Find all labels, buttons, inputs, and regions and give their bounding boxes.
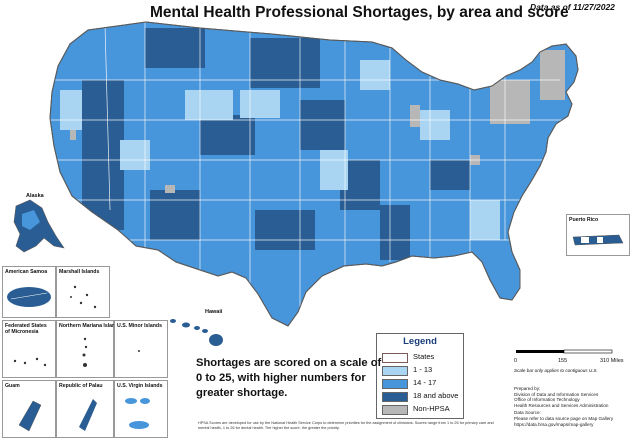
data-source-text: Please refer to data source page on Map … xyxy=(514,415,614,421)
virgin-islands-inset: U.S. Virgin Islands xyxy=(114,380,168,438)
map-region-dark xyxy=(150,190,200,240)
legend-swatch-states xyxy=(382,353,408,363)
legend-swatch-tier1 xyxy=(382,366,408,376)
hpsa-footnote: HPSA Scores are developed for use by the… xyxy=(198,421,494,430)
legend-label-tier3: 18 and above xyxy=(413,391,459,400)
map-region-dark xyxy=(255,210,315,250)
map-region-dark xyxy=(200,115,255,155)
map-region-non-hpsa xyxy=(70,130,76,140)
data-source-heading: Data Source: xyxy=(514,410,541,416)
data-date-note: Data as of 11/27/2022 xyxy=(530,2,615,12)
map-region-light xyxy=(470,200,500,240)
credits-line2: Office of Information Technology xyxy=(514,397,580,403)
legend-label-tier1: 1 - 13 xyxy=(413,365,433,374)
map-region-light xyxy=(185,90,233,120)
minor-islands-label: U.S. Minor Islands xyxy=(117,323,162,329)
map-title: Mental Health Professional Shortages, by… xyxy=(150,4,569,21)
legend-label-tier2: 14 - 17 xyxy=(413,378,437,387)
marshall-islands-label: Marshall Islands xyxy=(59,269,100,275)
score-note: Shortages are scored on a scale of 0 to … xyxy=(196,357,382,399)
map-region-light xyxy=(420,110,450,140)
map-region-non-hpsa xyxy=(410,105,420,127)
map-region-non-hpsa xyxy=(490,80,530,124)
legend-swatch-non-hpsa xyxy=(382,405,408,415)
map-region-non-hpsa xyxy=(165,185,175,193)
scale-tick-310: 310 Miles xyxy=(600,358,624,364)
alaska-label: Alaska xyxy=(26,193,44,199)
map-region-dark xyxy=(145,28,205,68)
guam-inset: Guam xyxy=(2,380,56,438)
prepared-by: Prepared by: xyxy=(514,386,541,391)
virgin-islands-label: U.S. Virgin Islands xyxy=(117,383,163,389)
legend-swatch-tier2 xyxy=(382,379,408,389)
palau-label: Republic of Palau xyxy=(59,383,103,389)
northern-mariana-inset: Northern Mariana Islands xyxy=(56,320,121,378)
map-region-dark xyxy=(430,160,470,190)
scale-tick-155: 155 xyxy=(558,358,568,364)
legend: Legend States 1 - 13 14 - 17 18 and abov… xyxy=(376,333,464,419)
map-region-dark xyxy=(380,205,410,260)
map-region-dark xyxy=(300,100,345,150)
credits-line3: Health Resources and Services Administra… xyxy=(514,402,609,408)
legend-label-non-hpsa: Non-HPSA xyxy=(413,404,450,413)
american-samoa-inset: American Samoa xyxy=(2,266,56,318)
scale-bar: 0 155 310 Miles Scale bar only applies t… xyxy=(514,346,630,380)
guam-label: Guam xyxy=(5,383,20,389)
northern-mariana-label: Northern Mariana Islands xyxy=(59,323,122,329)
contiguous-us-map xyxy=(49,21,579,327)
credits: Prepared by: Division of Data and Inform… xyxy=(514,386,638,427)
map-region-light xyxy=(360,60,390,90)
map-region-light xyxy=(60,90,82,130)
map-region-light xyxy=(320,150,348,190)
puerto-rico-label: Puerto Rico xyxy=(569,217,599,223)
map-region-light xyxy=(120,140,150,170)
data-source-url[interactable]: https://data.hrsa.gov/maps/map-gallery xyxy=(514,421,594,427)
micronesia-inset: Federated States of Micronesia xyxy=(2,320,56,378)
scale-note: Scale bar only applies to contiguous U.S… xyxy=(514,368,598,373)
hawaii-map xyxy=(170,319,223,346)
alaska-map xyxy=(13,199,65,253)
map-region-light xyxy=(240,90,280,118)
map-region-non-hpsa xyxy=(540,50,565,100)
map-region-dark xyxy=(250,38,320,88)
american-samoa-label: American Samoa xyxy=(5,269,48,275)
micronesia-label: Federated States of Micronesia xyxy=(5,323,47,335)
scale-bar-graphic xyxy=(516,349,613,354)
minor-islands-inset: U.S. Minor Islands xyxy=(114,320,168,378)
legend-title: Legend xyxy=(403,336,437,347)
palau-inset: Republic of Palau xyxy=(56,380,114,438)
scale-tick-0: 0 xyxy=(514,358,518,364)
credits-line1: Division of Data and Information Service… xyxy=(514,391,599,397)
legend-swatch-tier3 xyxy=(382,392,408,402)
hawaii-label: Hawaii xyxy=(205,309,223,315)
legend-label-states: States xyxy=(413,352,435,361)
marshall-islands-inset: Marshall Islands xyxy=(56,266,110,318)
puerto-rico-map xyxy=(572,234,624,246)
puerto-rico-inset: Puerto Rico xyxy=(566,214,630,256)
map-region-dark xyxy=(82,80,124,230)
